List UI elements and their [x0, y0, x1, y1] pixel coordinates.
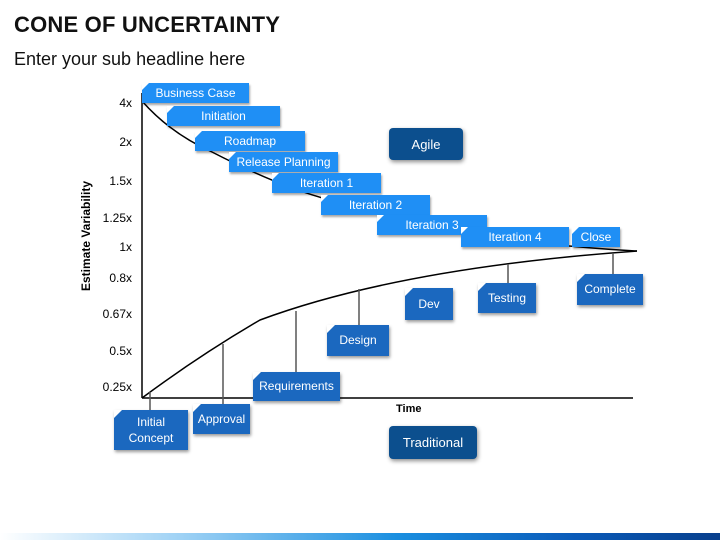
y-tick-2x: 2x [119, 135, 132, 149]
traditional-phase-design: Design [327, 325, 389, 356]
page-title: CONE OF UNCERTAINTY [14, 12, 281, 37]
agile-phase-iteration-3: Iteration 3 [377, 215, 487, 235]
x-axis-label: Time [396, 403, 422, 415]
y-tick-4x: 4x [119, 96, 132, 110]
y-tick-0-67x: 0.67x [102, 307, 132, 321]
y-tick-0-8x: 0.8x [109, 271, 132, 285]
y-tick-1-25x: 1.25x [102, 211, 132, 225]
y-tick-1-5x: 1.5x [109, 174, 132, 188]
agile-phase-iteration-4: Iteration 4 [461, 227, 569, 247]
footer-gradient-bar [0, 533, 720, 540]
agile-phase-initiation: Initiation [167, 106, 280, 126]
traditional-method-box: Traditional [389, 426, 477, 459]
agile-phase-iteration-2: Iteration 2 [321, 195, 430, 215]
agile-method-box: Agile [389, 128, 463, 160]
agile-phase-close: Close [572, 227, 620, 247]
agile-phase-iteration-1: Iteration 1 [272, 173, 381, 193]
traditional-phase-dev: Dev [405, 288, 453, 320]
traditional-phase-complete: Complete [577, 274, 643, 305]
traditional-phase-requirements: Requirements [253, 372, 340, 401]
y-tick-0-25x: 0.25x [102, 380, 132, 394]
lower-cone-curve [141, 250, 638, 399]
agile-phase-business-case: Business Case [142, 83, 249, 103]
traditional-phase-testing: Testing [478, 283, 536, 313]
y-tick-0-5x: 0.5x [109, 344, 132, 358]
page-subtitle: Enter your sub headline here [14, 49, 246, 69]
traditional-phase-initial-concept: Initial Concept [114, 410, 188, 450]
y-tick-1x: 1x [119, 240, 132, 254]
agile-phase-release-planning: Release Planning [229, 152, 338, 172]
agile-phase-roadmap: Roadmap [195, 131, 305, 151]
traditional-phase-approval: Approval [193, 404, 250, 434]
